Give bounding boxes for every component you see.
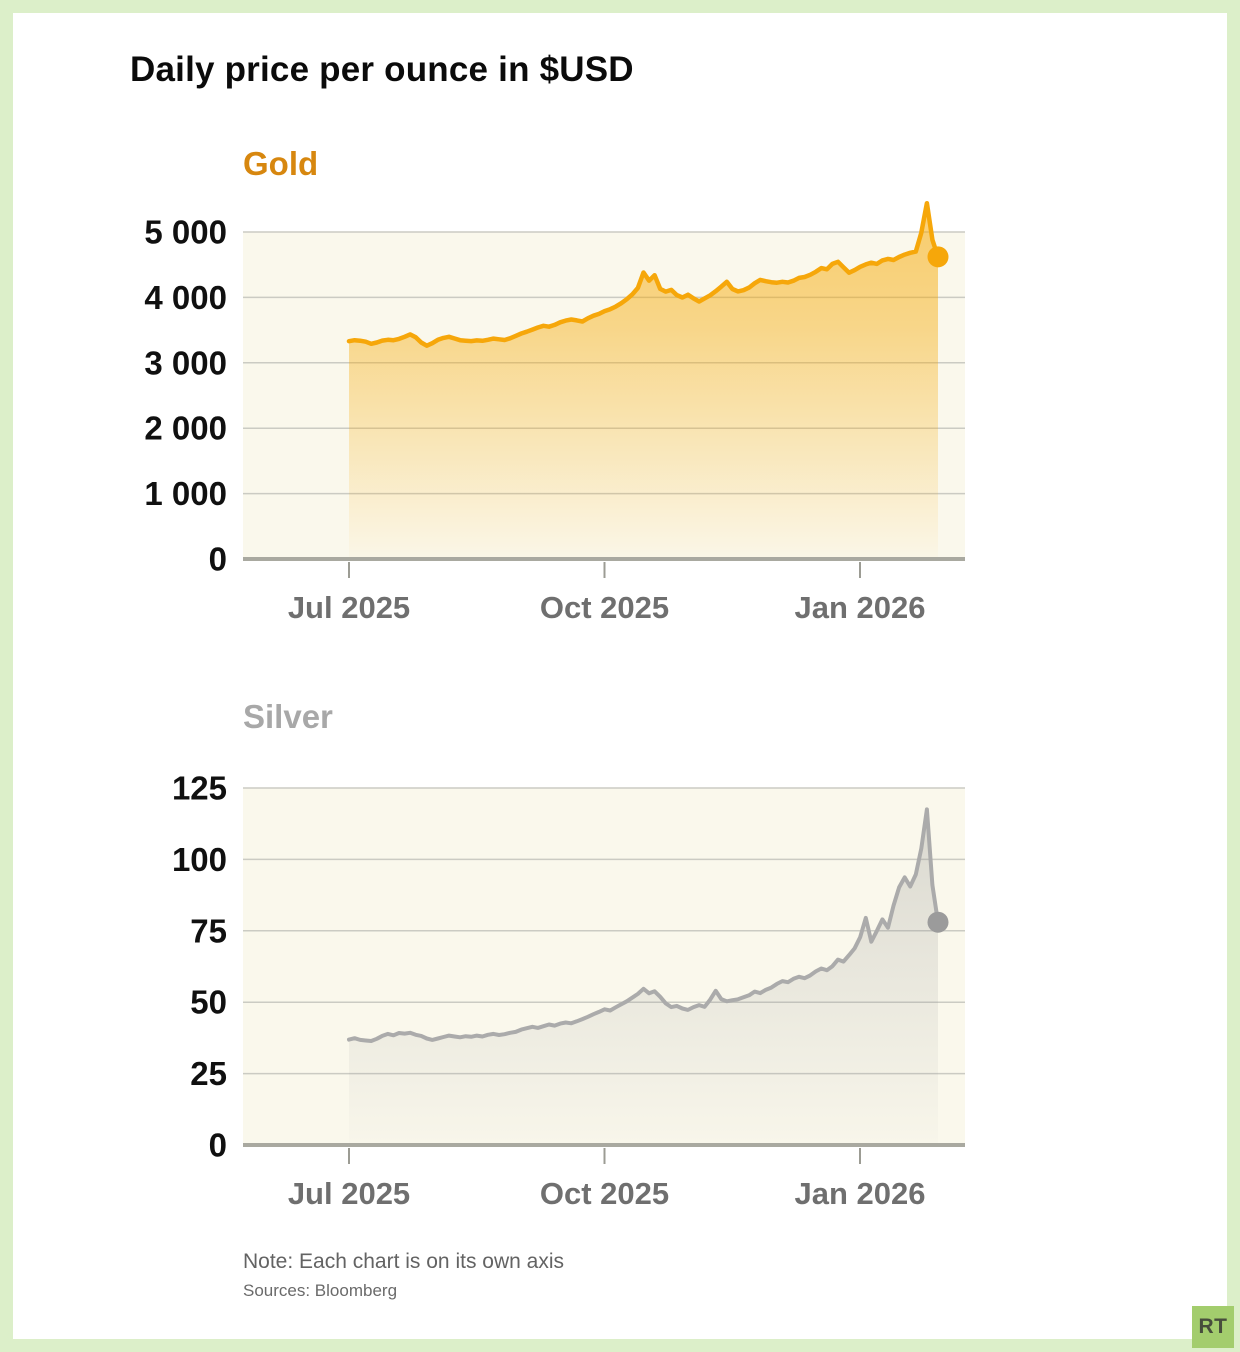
gold-y-tick-label-1000: 1 000 — [144, 475, 227, 512]
gold-area-fill — [349, 203, 938, 559]
gold-price-line — [346, 200, 941, 348]
sources-text: Sources: Bloomberg — [243, 1281, 398, 1300]
gold-chart: 0 1 000 2 000 3 000 4 000 5 000 Jul 2025 Oct 20… — [144, 200, 965, 625]
silver-y-tick-label-125: 125 — [172, 770, 227, 807]
gold-y-tick-label-0: 0 — [209, 541, 227, 578]
silver-area-fill — [349, 809, 938, 1145]
gold-last-value-dot — [927, 246, 949, 268]
silver-y-tick-label-50: 50 — [190, 984, 227, 1021]
silver-y-tick-label-75: 75 — [190, 912, 227, 949]
gold-series-title: Gold — [243, 145, 319, 182]
rt-logo-text: RT — [1198, 1315, 1228, 1338]
note-text: Note: Each chart is on its own axis — [243, 1250, 564, 1273]
silver-x-tick-label-0: Jul 2025 — [288, 1176, 410, 1211]
gold-y-tick-label-5000: 5 000 — [144, 214, 227, 251]
rt-logo: RT — [1192, 1306, 1234, 1348]
silver-x-tick-label-2: Jan 2026 — [795, 1176, 926, 1211]
silver-y-tick-label-0: 0 — [209, 1127, 227, 1164]
gold-y-tick-label-4000: 4 000 — [144, 279, 227, 316]
silver-y-tick-label-100: 100 — [172, 841, 227, 878]
silver-y-tick-label-25: 25 — [190, 1055, 227, 1092]
silver-x-tick-label-1: Oct 2025 — [540, 1176, 669, 1211]
silver-chart: 0 25 50 75 100 125 Jul 2025 Oct 2025 Jan 2026 — [172, 770, 965, 1211]
gold-y-tick-label-3000: 3 000 — [144, 344, 227, 381]
silver-last-value-dot — [927, 911, 949, 933]
silver-series-title: Silver — [243, 698, 333, 735]
gold-x-tick-label-1: Oct 2025 — [540, 590, 669, 625]
gold-x-tick-label-2: Jan 2026 — [795, 590, 926, 625]
page-title: Daily price per ounce in $USD — [130, 50, 634, 89]
gold-x-tick-label-0: Jul 2025 — [288, 590, 410, 625]
silver-price-line — [347, 807, 940, 1043]
gold-y-tick-label-2000: 2 000 — [144, 410, 227, 447]
